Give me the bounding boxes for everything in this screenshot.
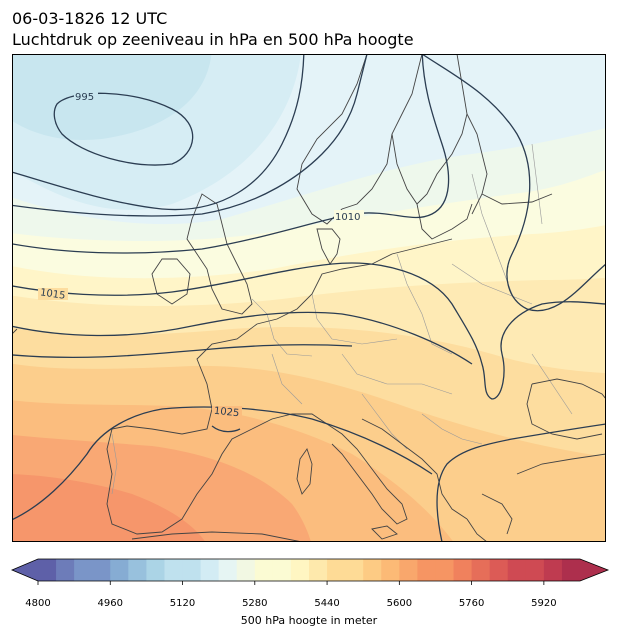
isobar-1010	[12, 54, 450, 254]
colorbar-tick-label: 5440	[314, 598, 340, 609]
geopotential-height-field	[12, 54, 606, 542]
colorbar-segment	[561, 559, 581, 581]
colorbar-segment	[507, 559, 527, 581]
colorbar-segment	[38, 559, 57, 581]
isobar-1015	[12, 262, 606, 400]
colorbar-tick-label: 5280	[242, 598, 268, 609]
colorbar-segment	[272, 559, 292, 581]
country-borders	[111, 143, 573, 495]
isobar-995	[53, 92, 194, 166]
colorbar-tick-label: 5920	[531, 598, 557, 609]
colorbar-segment	[56, 559, 75, 581]
isobar-labels: 995 1010 1015 1025	[38, 90, 364, 419]
isobar-1010b	[421, 54, 606, 312]
colorbar-segment	[110, 559, 129, 581]
colorbar-segment	[146, 559, 165, 581]
colorbar-segment	[435, 559, 455, 581]
colorbar-segment	[309, 559, 328, 581]
colorbar-segment	[363, 559, 382, 581]
colorbar-segment	[200, 559, 220, 581]
colorbar-tick-label: 5760	[458, 598, 485, 609]
colorbar-segment	[128, 559, 147, 581]
map-frame	[12, 54, 606, 542]
colorbar-segment	[453, 559, 473, 581]
colorbar-segment	[525, 559, 545, 581]
isobar-label-995: 995	[75, 92, 94, 103]
colorbar-segment	[543, 559, 563, 581]
isobar-label-1025: 1025	[213, 406, 239, 420]
colorbar-segment	[471, 559, 491, 581]
isobar-1025	[211, 425, 241, 433]
isobar-1000	[12, 54, 305, 211]
colorbar	[10, 558, 610, 585]
isobar-1025b	[12, 406, 433, 521]
colorbar-segment	[92, 559, 111, 581]
colorbar-tick-label: 4800	[25, 598, 51, 609]
colorbar-segment	[345, 559, 364, 581]
map-title-description: Luchtdruk op zeeniveau in hPa en 500 hPa…	[12, 30, 414, 49]
isobar-1020	[12, 311, 473, 365]
colorbar-segment	[399, 559, 418, 581]
isobars	[12, 54, 606, 542]
colorbar-extend-high	[580, 559, 608, 581]
colorbar-segment	[489, 559, 509, 581]
weather-map: 995 1010 1015 1025	[12, 54, 606, 542]
isobar-1025c	[436, 423, 606, 542]
isobar-label-1010: 1010	[335, 212, 360, 223]
colorbar-segment	[327, 559, 346, 581]
map-title-datetime: 06-03-1826 12 UTC	[12, 9, 168, 28]
colorbar-segment	[218, 559, 238, 581]
colorbar-extend-low	[12, 559, 38, 581]
colorbar-segment	[381, 559, 400, 581]
isobar-1020b	[12, 344, 353, 359]
colorbar-segment	[74, 559, 93, 581]
colorbar-segment	[417, 559, 436, 581]
colorbar-segment	[236, 559, 256, 581]
colorbar-label: 500 hPa hoogte in meter	[240, 614, 378, 627]
colorbar-tick-label: 5600	[386, 598, 413, 609]
colorbar-segment	[290, 559, 310, 581]
isobar-1005	[12, 54, 368, 217]
colorbar-tick-label: 4960	[97, 598, 123, 609]
colorbar-outline	[10, 558, 610, 582]
colorbar-segment	[254, 559, 274, 581]
colorbar-segment	[182, 559, 202, 581]
colorbar-tick-label: 5120	[169, 598, 196, 609]
isobar-label-1015: 1015	[39, 287, 66, 301]
colorbar-segment	[164, 559, 184, 581]
